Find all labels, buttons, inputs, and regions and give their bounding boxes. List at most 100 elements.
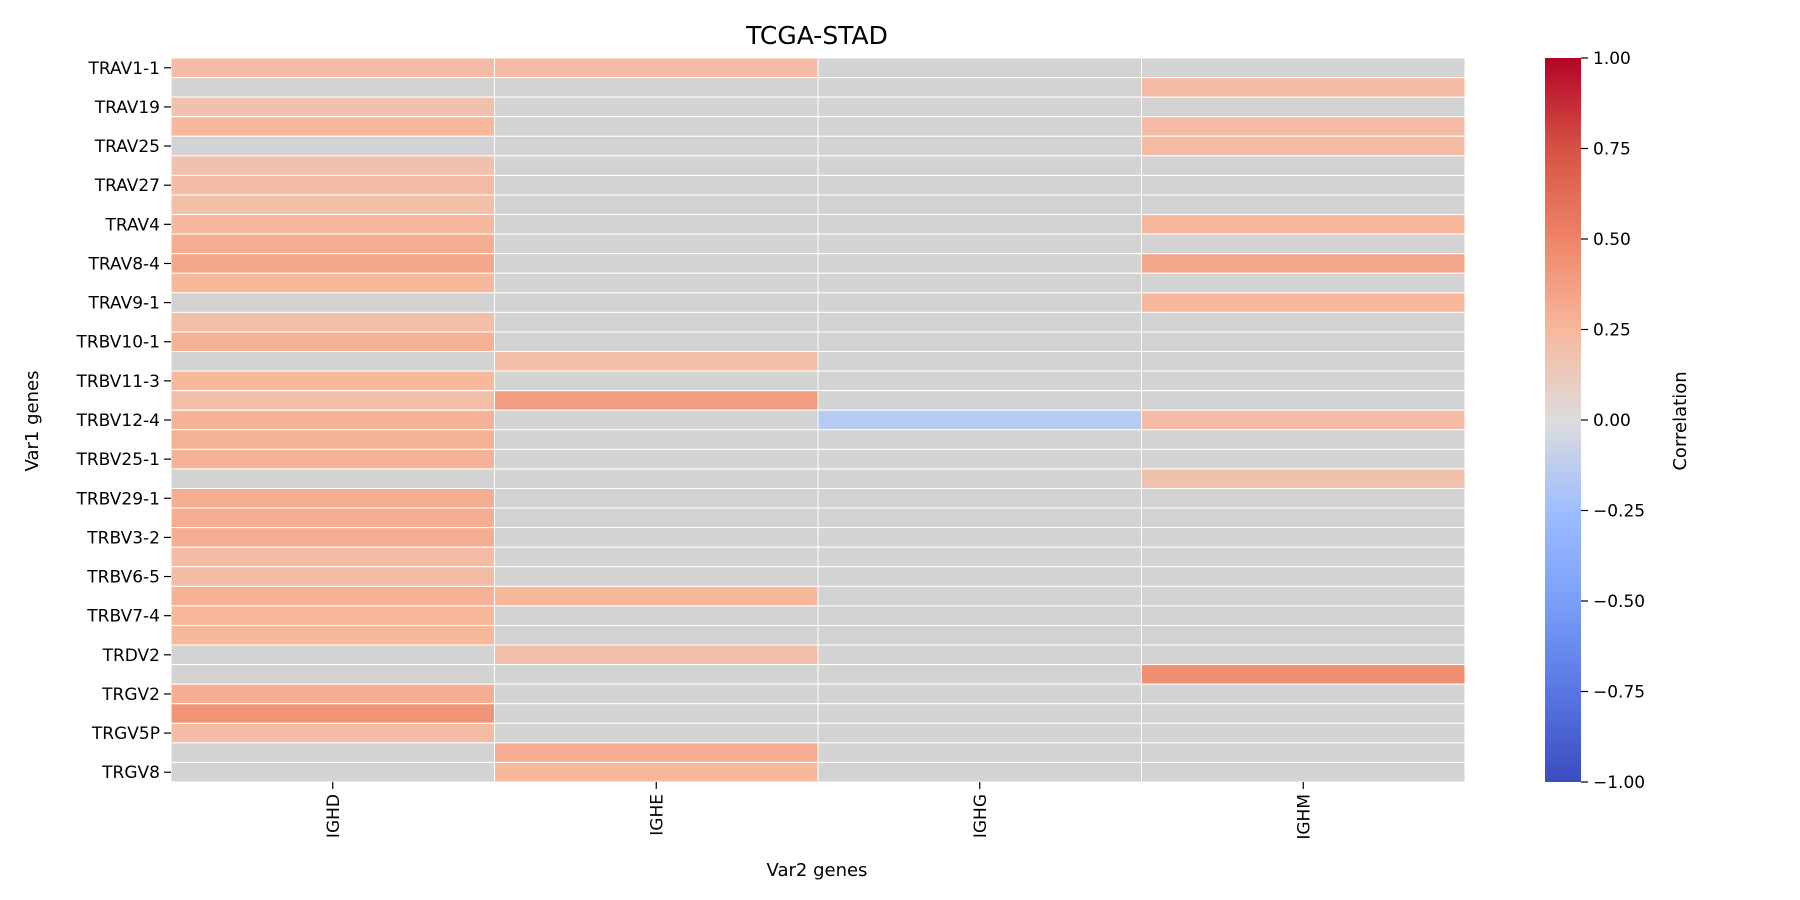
heatmap-cell: [170, 135, 495, 157]
heatmap-cell: [817, 370, 1142, 392]
heatmap-cell: [817, 722, 1142, 744]
heatmap-cell: [817, 527, 1142, 548]
heatmap-cell: [170, 683, 495, 705]
y-tick-label: TRBV25-1: [75, 450, 160, 470]
heatmap-cell: [494, 742, 819, 763]
heatmap-cell: [817, 331, 1142, 353]
heatmap-cell: [1141, 448, 1466, 470]
heatmap-cell: [170, 761, 495, 783]
heatmap-cell: [170, 57, 495, 79]
y-tick-label: TRAV27: [94, 176, 160, 196]
heatmap-cell: [494, 487, 819, 509]
y-tick-label: TRGV5P: [91, 724, 160, 744]
heatmap-cell: [817, 253, 1142, 274]
y-tick-label: TRBV11-3: [75, 372, 160, 392]
heatmap-cell: [1141, 253, 1466, 274]
heatmap-cell: [1141, 664, 1466, 685]
heatmap-cell: [817, 116, 1142, 137]
colorbar: [1545, 58, 1581, 782]
heatmap-cell: [1141, 77, 1466, 98]
heatmap-cell: [1141, 194, 1466, 216]
heatmap-cell: [170, 214, 495, 235]
x-axis-label: Var2 genes: [767, 860, 868, 881]
heatmap-cell: [170, 155, 495, 176]
heatmap-cell: [817, 429, 1142, 450]
colorbar-tick-label: 1.00: [1593, 49, 1631, 69]
colorbar-tick-label: 0.00: [1593, 411, 1631, 431]
heatmap-cell: [494, 448, 819, 470]
heatmap-cell: [494, 429, 819, 450]
heatmap-cell: [170, 292, 495, 313]
y-tick-label: TRAV1-1: [88, 59, 160, 79]
y-tick-label: TRBV7-4: [86, 607, 160, 627]
heatmap-cell: [1141, 742, 1466, 763]
heatmap-cell: [494, 761, 819, 783]
heatmap-cell: [494, 351, 819, 372]
heatmap-cell: [817, 214, 1142, 235]
heatmap-cell: [1141, 233, 1466, 255]
heatmap-cell: [170, 429, 495, 450]
y-axis-label: Var1 genes: [22, 371, 43, 472]
heatmap-cell: [1141, 214, 1466, 235]
heatmap-cell: [817, 605, 1142, 626]
heatmap-cell: [494, 624, 819, 646]
colorbar-label: Correlation: [1670, 371, 1691, 470]
heatmap-cell: [817, 135, 1142, 157]
heatmap-cell: [1141, 331, 1466, 353]
heatmap-cell: [494, 135, 819, 157]
heatmap-cell: [170, 664, 495, 685]
heatmap-cell: [1141, 135, 1466, 157]
heatmap-cell: [170, 585, 495, 607]
heatmap-cell: [170, 742, 495, 763]
heatmap-cell: [1141, 703, 1466, 724]
heatmap-cell: [817, 566, 1142, 587]
heatmap-cell: [170, 174, 495, 196]
colorbar-tick-label: 0.75: [1593, 140, 1631, 160]
heatmap-cell: [170, 116, 495, 137]
heatmap-cell: [494, 468, 819, 489]
heatmap-cell: [494, 370, 819, 392]
heatmap-cell: [1141, 507, 1466, 529]
heatmap-cell: [817, 644, 1142, 666]
heatmap-cell: [817, 703, 1142, 724]
heatmap-cell: [170, 624, 495, 646]
heatmap-cell: [1141, 96, 1466, 118]
heatmap-cell: [817, 683, 1142, 705]
heatmap-cell: [170, 527, 495, 548]
heatmap-cell: [170, 351, 495, 372]
heatmap-cell: [817, 233, 1142, 255]
y-tick-label: TRAV4: [105, 215, 161, 235]
y-tick-label: TRAV8-4: [88, 254, 160, 274]
heatmap-cell: [1141, 761, 1466, 783]
heatmap-cell: [494, 527, 819, 548]
heatmap-cell: [494, 272, 819, 294]
heatmap-cell: [1141, 683, 1466, 705]
heatmap-cell: [817, 761, 1142, 783]
y-axis-ticks: TRAV1-1 TRAV19 TRAV25 TRAV27 TRAV4 TRAV8-4 TRA…: [75, 59, 171, 783]
heatmap-cell: [170, 566, 495, 587]
heatmap-cell: [170, 96, 495, 118]
heatmap-cell: [1141, 174, 1466, 196]
heatmap-cell: [817, 351, 1142, 372]
heatmap-cell: [817, 624, 1142, 646]
heatmap-cell: [494, 116, 819, 137]
x-axis-ticks: IGHD IGHE IGHG IGHM: [324, 782, 1314, 840]
heatmap-cell: [1141, 585, 1466, 607]
heatmap-cell: [494, 96, 819, 118]
heatmap-cell: [494, 507, 819, 529]
heatmap-cell: [817, 546, 1142, 568]
heatmap-cell: [1141, 624, 1466, 646]
heatmap-cell: [817, 155, 1142, 176]
heatmap-cell: [494, 57, 819, 79]
heatmap-cell: [817, 96, 1142, 118]
heatmap-cell: [1141, 155, 1466, 176]
heatmap-cell: [170, 722, 495, 744]
colorbar-tick-label: 0.25: [1593, 321, 1631, 341]
heatmap-cell: [817, 448, 1142, 470]
heatmap-cell: [1141, 722, 1466, 744]
colorbar-ticks: 1.00 0.75 0.50 0.25 0.00 −0.25 −0.50 −0.75 −1.00: [1581, 49, 1645, 793]
y-tick-label: TRBV29-1: [75, 489, 160, 509]
heatmap-cell: [817, 57, 1142, 79]
heatmap-cell: [170, 272, 495, 294]
